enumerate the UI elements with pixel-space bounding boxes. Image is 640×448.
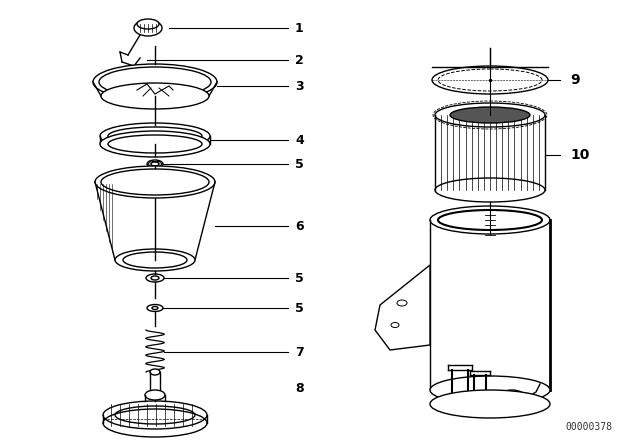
Ellipse shape [146,274,164,282]
Ellipse shape [430,376,550,404]
Ellipse shape [103,401,207,429]
Ellipse shape [100,123,210,149]
Text: 2: 2 [295,53,304,66]
Text: 6: 6 [295,220,303,233]
Ellipse shape [95,166,215,198]
Ellipse shape [101,83,209,109]
Ellipse shape [115,249,195,271]
Ellipse shape [432,66,548,94]
Ellipse shape [430,206,550,234]
Text: 9: 9 [570,73,580,87]
Ellipse shape [134,20,162,36]
Ellipse shape [450,107,530,123]
Ellipse shape [147,160,163,168]
Ellipse shape [137,19,159,29]
Ellipse shape [435,178,545,202]
Text: 5: 5 [295,271,304,284]
Text: 8: 8 [295,382,303,395]
Text: 5: 5 [295,158,304,171]
Ellipse shape [147,305,163,311]
Text: 10: 10 [570,148,589,162]
Text: 4: 4 [295,134,304,146]
Ellipse shape [150,369,160,375]
Ellipse shape [498,390,526,406]
Text: 00000378: 00000378 [565,422,612,432]
Polygon shape [375,265,430,350]
Ellipse shape [145,390,165,400]
Ellipse shape [430,390,550,418]
Text: 1: 1 [295,22,304,34]
Ellipse shape [100,131,210,157]
Ellipse shape [93,64,217,100]
Text: 3: 3 [295,79,303,92]
Ellipse shape [435,103,545,127]
Text: 7: 7 [295,345,304,358]
Text: 5: 5 [295,302,304,314]
